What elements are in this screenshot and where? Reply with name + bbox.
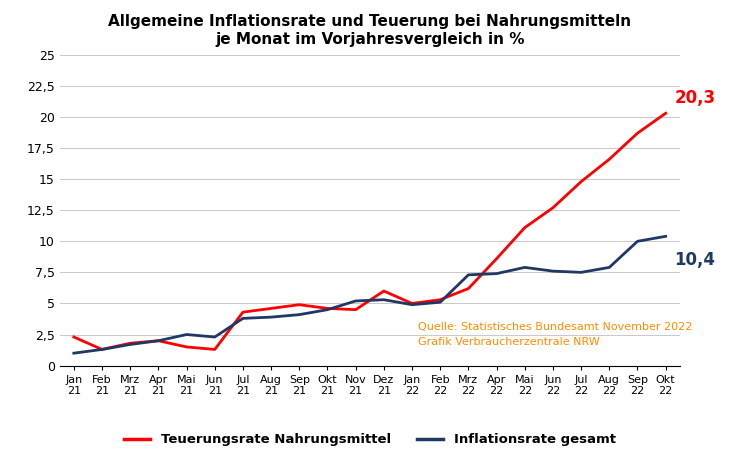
Inflationsrate gesamt <box>182 332 191 337</box>
Inflationsrate gesamt <box>295 312 304 317</box>
Inflationsrate gesamt <box>379 297 388 303</box>
Text: 10,4: 10,4 <box>674 251 715 269</box>
Teuerungsrate Nahrungsmittel <box>577 179 586 184</box>
Inflationsrate gesamt <box>323 307 332 313</box>
Teuerungsrate Nahrungsmittel <box>211 347 220 352</box>
Teuerungsrate Nahrungsmittel <box>605 156 614 162</box>
Inflationsrate gesamt <box>154 338 163 344</box>
Inflationsrate gesamt <box>464 272 473 277</box>
Inflationsrate gesamt <box>267 314 276 320</box>
Inflationsrate gesamt <box>548 268 557 274</box>
Inflationsrate gesamt <box>605 265 614 270</box>
Teuerungsrate Nahrungsmittel <box>323 306 332 311</box>
Teuerungsrate Nahrungsmittel <box>267 306 276 311</box>
Inflationsrate gesamt <box>238 316 247 321</box>
Teuerungsrate Nahrungsmittel <box>351 307 360 313</box>
Teuerungsrate Nahrungsmittel <box>408 301 417 306</box>
Text: Quelle: Statistisches Bundesamt November 2022
Grafik Verbraucherzentrale NRW: Quelle: Statistisches Bundesamt November… <box>418 322 692 347</box>
Teuerungsrate Nahrungsmittel <box>548 205 557 211</box>
Teuerungsrate Nahrungsmittel <box>633 130 642 136</box>
Teuerungsrate Nahrungsmittel <box>69 334 78 340</box>
Teuerungsrate Nahrungsmittel <box>98 347 107 352</box>
Inflationsrate gesamt <box>69 351 78 356</box>
Inflationsrate gesamt <box>408 302 417 308</box>
Text: 20,3: 20,3 <box>674 89 716 107</box>
Teuerungsrate Nahrungsmittel <box>464 286 473 291</box>
Inflationsrate gesamt <box>577 270 586 275</box>
Teuerungsrate Nahrungsmittel <box>125 340 134 346</box>
Line: Inflationsrate gesamt: Inflationsrate gesamt <box>74 236 666 353</box>
Teuerungsrate Nahrungsmittel <box>379 288 388 294</box>
Inflationsrate gesamt <box>436 299 444 305</box>
Teuerungsrate Nahrungsmittel <box>661 111 670 116</box>
Legend: Teuerungsrate Nahrungsmittel, Inflationsrate gesamt: Teuerungsrate Nahrungsmittel, Inflations… <box>118 428 622 452</box>
Teuerungsrate Nahrungsmittel <box>295 302 304 308</box>
Teuerungsrate Nahrungsmittel <box>520 225 529 230</box>
Inflationsrate gesamt <box>492 271 501 276</box>
Inflationsrate gesamt <box>125 342 134 347</box>
Teuerungsrate Nahrungsmittel <box>436 297 444 303</box>
Inflationsrate gesamt <box>633 239 642 244</box>
Teuerungsrate Nahrungsmittel <box>238 309 247 315</box>
Inflationsrate gesamt <box>211 334 220 340</box>
Title: Allgemeine Inflationsrate und Teuerung bei Nahrungsmitteln
je Monat im Vorjahres: Allgemeine Inflationsrate und Teuerung b… <box>108 14 631 47</box>
Inflationsrate gesamt <box>98 347 107 352</box>
Teuerungsrate Nahrungsmittel <box>492 256 501 261</box>
Inflationsrate gesamt <box>351 298 360 304</box>
Teuerungsrate Nahrungsmittel <box>182 344 191 350</box>
Inflationsrate gesamt <box>520 265 529 270</box>
Line: Teuerungsrate Nahrungsmittel: Teuerungsrate Nahrungsmittel <box>74 113 666 350</box>
Inflationsrate gesamt <box>661 234 670 239</box>
Teuerungsrate Nahrungsmittel <box>154 338 163 344</box>
